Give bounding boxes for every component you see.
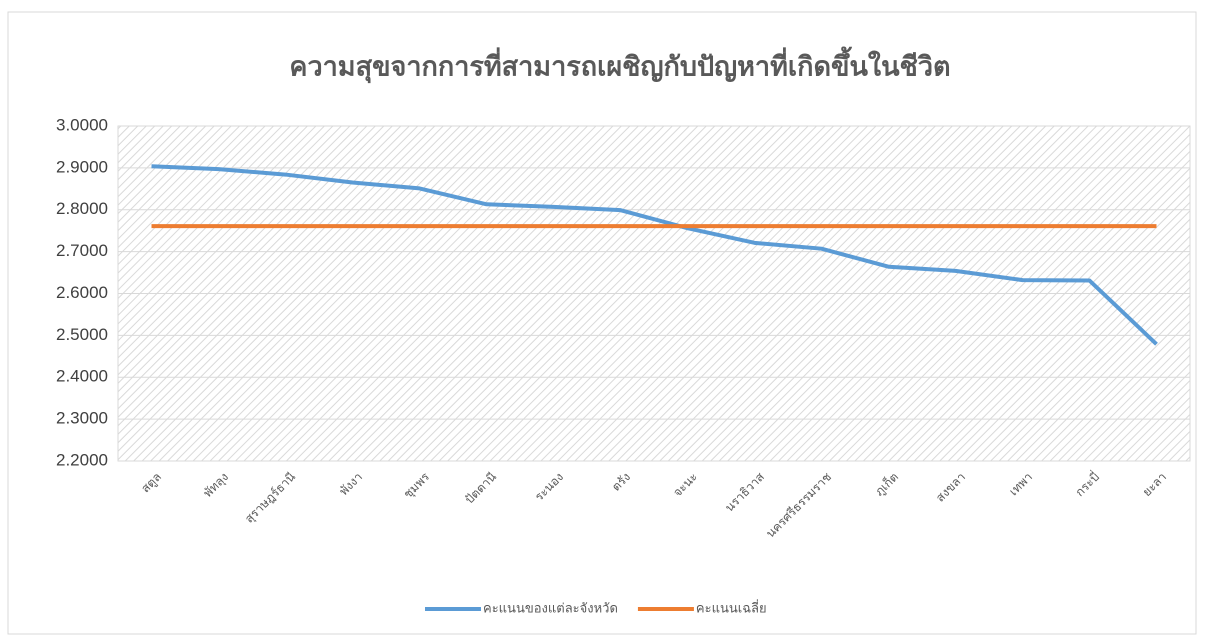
y-tick-label: 2.7000 [56, 241, 108, 260]
y-tick-label: 2.6000 [56, 283, 108, 302]
y-tick-label: 2.4000 [56, 367, 108, 386]
y-tick-label: 3.0000 [56, 115, 108, 134]
legend-label: คะแนนเฉลี่ย [696, 600, 767, 617]
series-line [151, 164, 1158, 346]
y-tick-label: 2.8000 [56, 199, 108, 218]
legend-label: คะแนนของแต่ละจังหวัด [483, 602, 618, 617]
chart-title: ความสุขจากการที่สามารถเผชิญกับปัญหาที่เก… [289, 46, 950, 84]
y-tick-label: 2.9000 [56, 157, 108, 176]
y-tick-label: 2.2000 [56, 450, 108, 469]
y-tick-label: 2.3000 [56, 409, 108, 428]
y-tick-label: 2.5000 [56, 325, 108, 344]
